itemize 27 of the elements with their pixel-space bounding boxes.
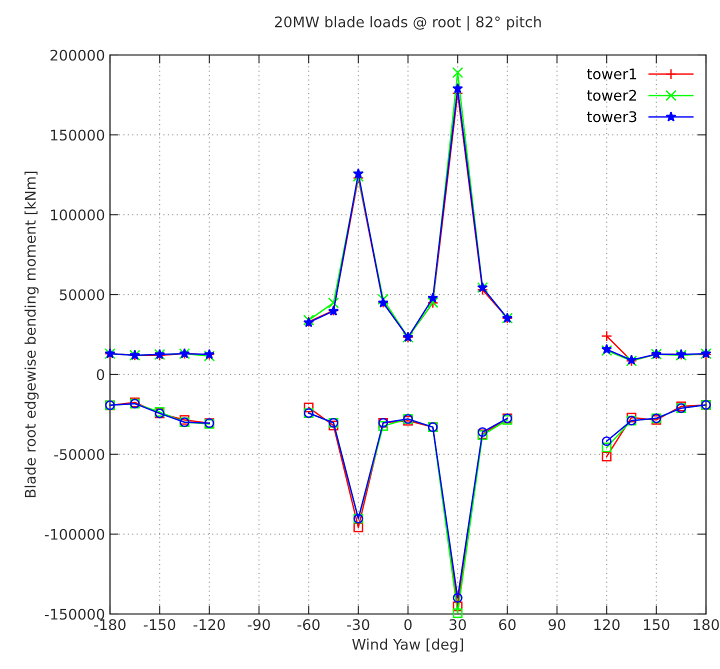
y-tick-label: 150000 (51, 130, 104, 141)
x-tick-label: 150 (644, 619, 670, 630)
y-tick-label: 0 (96, 369, 104, 380)
chart-title: 20MW blade loads @ root | 82° pitch (275, 16, 541, 31)
x-tick-label: 0 (404, 619, 412, 630)
x-tick-label: 30 (450, 619, 466, 630)
x-tick-label: 180 (694, 619, 719, 630)
legend-label: tower3 (587, 111, 636, 122)
x-tick-label: 90 (548, 619, 566, 630)
y-tick-label: 200000 (50, 50, 104, 61)
x-tick-label: -150 (144, 619, 176, 630)
y-tick-label: 50000 (60, 289, 104, 300)
y-tick-label: -150000 (44, 608, 104, 620)
legend-label: tower2 (587, 90, 636, 101)
x-axis-title: Wind Yaw [deg] (352, 638, 464, 653)
x-tick-label: 120 (594, 619, 620, 630)
x-tick-label: -30 (347, 619, 370, 630)
y-tick-label: -100000 (44, 528, 104, 540)
y-tick-label: -50000 (54, 449, 104, 460)
x-tick-label: -90 (248, 619, 270, 630)
y-tick-label: 100000 (51, 209, 104, 220)
y-axis-title: Blade root edgewise bending moment [kNm] (24, 172, 39, 498)
x-tick-label: -60 (297, 619, 320, 630)
x-tick-label: -180 (94, 619, 126, 630)
legend-label: tower1 (587, 68, 636, 80)
x-tick-label: -120 (194, 619, 225, 630)
x-tick-label: 60 (499, 619, 516, 630)
